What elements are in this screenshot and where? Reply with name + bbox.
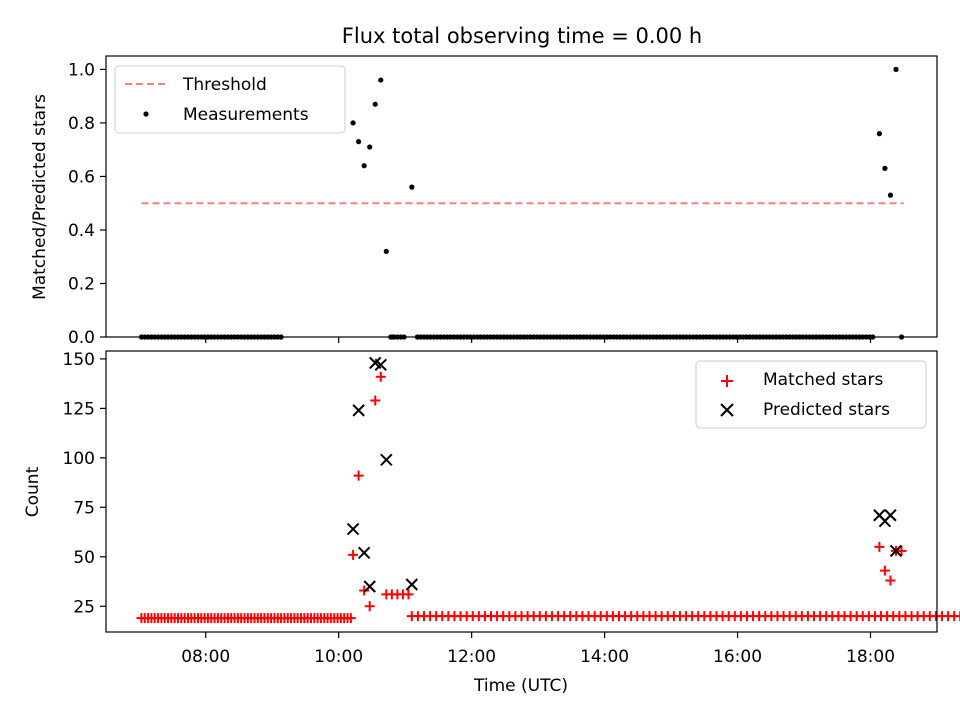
matched-star-point: [879, 565, 890, 576]
predicted-star-point: [405, 578, 419, 591]
top-y-tick-label: 1.0: [68, 60, 95, 80]
measurement-point: [372, 101, 378, 107]
matched-star-point: [364, 601, 375, 612]
bottom-y-axis-label: Count: [23, 466, 43, 517]
measurement-point: [378, 77, 384, 83]
matched-star-point: [874, 541, 885, 552]
x-tick-label: 10:00: [314, 647, 363, 667]
top-legend: Threshold Measurements: [114, 65, 346, 134]
measurement-point: [356, 139, 362, 145]
top-legend-box: [114, 65, 346, 134]
predicted-star-point: [352, 404, 365, 417]
matched-star-point: [353, 470, 364, 481]
x-tick-label: 08:00: [181, 647, 230, 667]
bottom-y-tick-label: 150: [63, 350, 95, 370]
measurement-point: [409, 184, 415, 190]
legend-threshold-label: Threshold: [182, 75, 267, 95]
predicted-star-point: [346, 522, 360, 536]
x-tick-label: 12:00: [447, 647, 496, 667]
bottom-y-tick-label: 125: [63, 399, 95, 419]
top-plot-frame: [105, 55, 938, 338]
bottom-y-tick-label: 50: [73, 548, 95, 568]
measurement-point: [876, 131, 882, 137]
bottom-axis-ticks: 25 50 75 100 125 150 08:00 10:00 12:00 14:00 16:00…: [63, 350, 895, 667]
measurement-point: [383, 248, 389, 254]
bottom-y-tick-label: 100: [63, 449, 95, 469]
matched-star-point: [955, 611, 960, 622]
x-axis-label: Time (UTC): [473, 676, 568, 696]
bottom-y-tick-label: 25: [73, 597, 95, 617]
matched-star-point: [370, 395, 381, 406]
matched-star-point: [375, 371, 386, 382]
measurement-point: [882, 165, 888, 171]
legend-predicted-label: Predicted stars: [763, 400, 890, 420]
matched-star-point: [348, 549, 359, 560]
matched-star-point: [403, 589, 414, 600]
legend-matched-swatch: [721, 375, 733, 387]
legend-measurements-swatch: [143, 111, 149, 117]
bottom-y-tick-label: 75: [73, 498, 95, 518]
matched-star-point: [896, 545, 907, 556]
predicted-star-point: [884, 509, 897, 522]
top-y-tick-label: 0.4: [68, 221, 95, 241]
top-chart-title: Flux total observing time = 0.00 h: [342, 24, 702, 48]
predicted-star-point: [363, 580, 376, 593]
bottom-plot-frame: [105, 350, 938, 633]
predicted-star-point: [374, 358, 387, 372]
top-panel: 0.0 0.2 0.4 0.6 0.8 1.0 Matched/Predicted sta…: [30, 55, 938, 348]
x-tick-label: 14:00: [580, 647, 629, 667]
x-tick-label: 16:00: [713, 647, 762, 667]
measurement-point: [361, 163, 367, 169]
matched-star-point: [885, 575, 896, 586]
legend-matched-label: Matched stars: [763, 370, 883, 390]
legend-measurements-label: Measurements: [183, 105, 309, 125]
top-y-tick-label: 0.8: [68, 114, 95, 134]
legend-predicted-swatch: [720, 403, 734, 417]
measurement-point: [893, 66, 899, 72]
top-y-tick-label: 0.2: [68, 274, 95, 294]
matched-star-point: [359, 585, 370, 596]
top-y-tick-label: 0.0: [68, 328, 95, 348]
measurement-point: [887, 192, 894, 198]
measurement-point: [350, 120, 356, 126]
top-y-axis-label: Matched/Predicted stars: [30, 94, 50, 300]
predicted-star-point: [380, 453, 393, 467]
predicted-star-point: [357, 546, 371, 560]
top-axis-ticks: 0.0 0.2 0.4 0.6 0.8 1.0: [68, 60, 872, 348]
bottom-data-marks: [136, 356, 960, 624]
bottom-legend: Matched stars Predicted stars: [695, 360, 927, 429]
matched-star-point: [345, 613, 356, 624]
bottom-panel: 25 50 75 100 125 150 08:00 10:00 12:00 14:00 16:00…: [23, 350, 960, 696]
bottom-legend-box: [695, 360, 927, 429]
predicted-star-point: [889, 544, 903, 558]
top-y-tick-label: 0.6: [68, 167, 95, 187]
measurement-point: [367, 144, 373, 150]
x-tick-label: 18:00: [846, 647, 895, 667]
